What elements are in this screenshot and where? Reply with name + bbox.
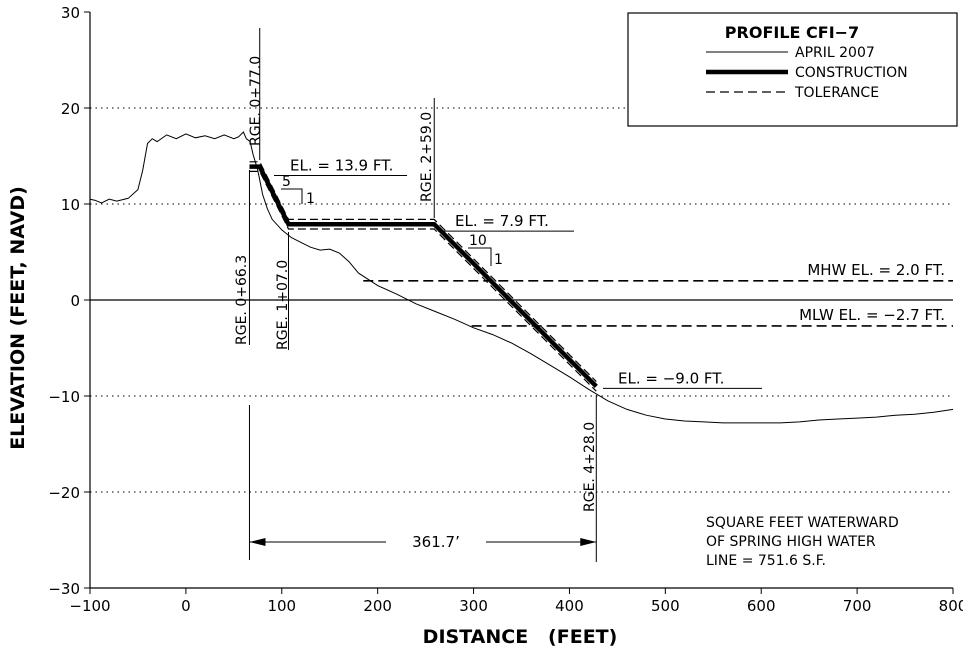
el-bench-label: EL. = 7.9 FT.	[455, 212, 549, 230]
x-tick-label: 0	[181, 597, 191, 615]
y-axis-label: ELEVATION (FEET, NAVD)	[7, 186, 29, 450]
grid-lines	[90, 107, 953, 493]
note-line-2: OF SPRING HIGH WATER	[706, 534, 876, 550]
x-tick-label: 600	[747, 597, 776, 615]
legend-title: PROFILE CFI−7	[725, 23, 859, 42]
x-tick-label: 400	[555, 597, 584, 615]
rge-4-28-0-label: RGE. 4+28.0	[582, 422, 598, 512]
mhw-label: MHW EL. = 2.0 FT.	[807, 261, 945, 279]
slope1-triangle	[281, 188, 303, 204]
slope1-rise: 1	[306, 191, 315, 207]
series-tolerance	[249, 161, 597, 383]
y-tick-label: 10	[61, 196, 80, 214]
el-top-label: EL. = 13.9 FT.	[290, 157, 393, 175]
note-line-1: SQUARE FEET WATERWARD	[706, 515, 899, 531]
rge-1-07-0-label: RGE. 1+07.0	[275, 260, 291, 350]
dimension-label: 361.7’	[412, 533, 460, 551]
slope1-run: 5	[282, 174, 291, 190]
x-tick-label: 200	[363, 597, 392, 615]
legend-label-construction: CONSTRUCTION	[795, 65, 908, 81]
y-tick-label: 20	[61, 100, 80, 118]
legend: PROFILE CFI−7 APRIL 2007 CONSTRUCTION TO…	[627, 12, 958, 127]
series-layer	[89, 131, 954, 424]
slope2-triangle	[468, 247, 492, 266]
slope2-rise: 1	[494, 252, 503, 268]
note-line-3: LINE = 751.6 S.F.	[706, 553, 826, 569]
x-tick-label: 300	[459, 597, 488, 615]
x-axis-label: DISTANCE (FEET)	[423, 626, 618, 648]
x-tick-label: 700	[843, 597, 872, 615]
slope2-run: 10	[469, 233, 487, 249]
x-tick-label: 100	[267, 597, 296, 615]
series-construction	[249, 164, 598, 388]
legend-label-tolerance: TOLERANCE	[794, 85, 879, 101]
annotations: MHW EL. = 2.0 FT. MLW EL. = −2.7 FT. EL. =…	[234, 28, 945, 569]
x-tick-label: −100	[69, 597, 110, 615]
x-tick-label: 800	[939, 597, 963, 615]
mlw-label: MLW EL. = −2.7 FT.	[799, 306, 945, 324]
series-tolerance	[249, 170, 597, 392]
dimension-arrow-left	[249, 538, 266, 546]
dimension-arrow-right	[580, 538, 597, 546]
y-tick-label: −20	[48, 484, 80, 502]
legend-label-april-2007: APRIL 2007	[795, 45, 875, 61]
y-tick-label: −30	[48, 580, 80, 598]
series-april-2007	[89, 131, 954, 424]
legend-box	[627, 12, 958, 127]
rge-0-66-3-label: RGE. 0+66.3	[234, 255, 250, 345]
y-tick-label: 0	[70, 292, 80, 310]
rge-0-77-0-label: RGE. 0+77.0	[248, 56, 264, 146]
el-toe-label: EL. = −9.0 FT.	[618, 369, 724, 387]
x-tick-label: 500	[651, 597, 680, 615]
y-tick-label: −10	[48, 388, 80, 406]
y-tick-label: 30	[61, 4, 80, 22]
rge-2-59-0-label: RGE. 2+59.0	[419, 112, 435, 202]
